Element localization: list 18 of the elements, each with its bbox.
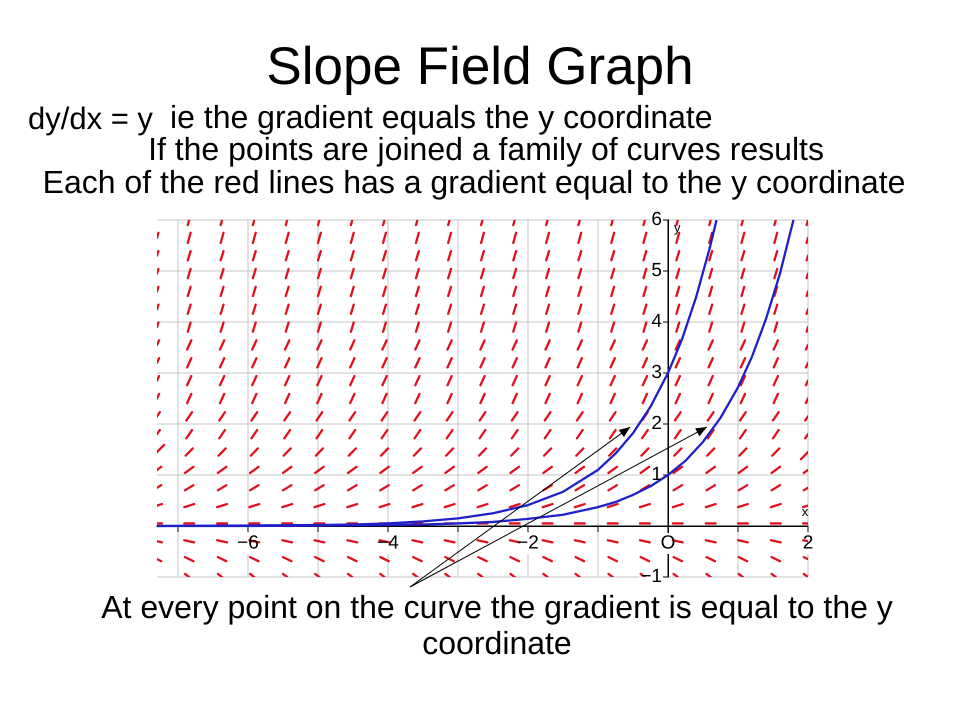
y-tick-label: 5 <box>651 260 662 282</box>
x-tick-label: −4 <box>377 532 400 554</box>
y-tick-label: −1 <box>640 566 662 588</box>
chart-title: Slope Field Graph <box>266 37 694 96</box>
text: ie the gradient equals the y coordinate <box>170 99 713 135</box>
y-tick-label: 2 <box>651 413 662 434</box>
x-tick-label: 2 <box>802 532 814 554</box>
x-axis-title: x <box>802 504 809 520</box>
y-tick-label: 1 <box>651 464 662 486</box>
chart-subtitle: dy/dx = y <box>28 101 153 136</box>
x-tick-label: O <box>660 532 676 554</box>
annotation: At every point on the curve the gradient is equal to the y coordinate <box>100 589 894 661</box>
x-tick-label: −6 <box>237 532 259 554</box>
y-tick-label: 3 <box>651 362 662 384</box>
y-tick-label: 6 <box>651 209 662 230</box>
y-axis-title: y <box>674 220 681 236</box>
x-tick-label: −2 <box>517 532 539 554</box>
y-tick-label: 4 <box>651 311 662 332</box>
